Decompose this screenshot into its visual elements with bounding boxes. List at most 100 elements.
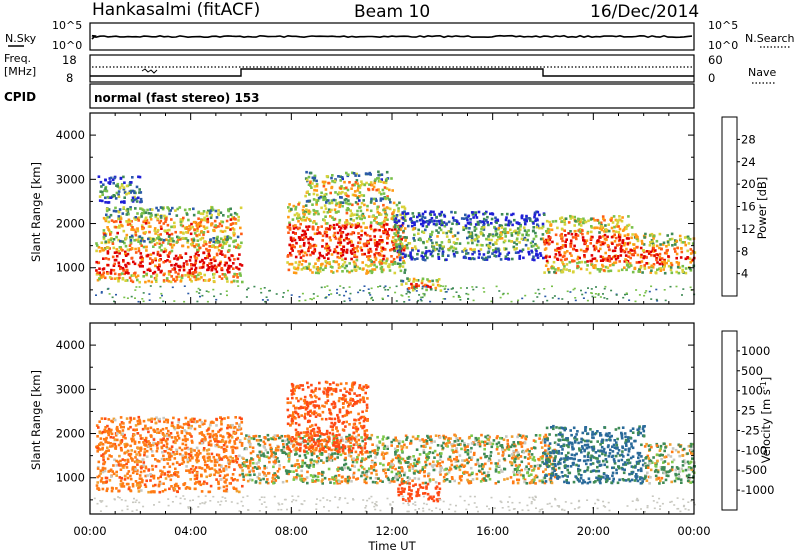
data-cell bbox=[225, 261, 228, 265]
data-cell bbox=[134, 207, 137, 210]
ground-scatter-cell bbox=[602, 293, 604, 295]
data-cell bbox=[221, 230, 225, 233]
ground-scatter-cell bbox=[328, 294, 330, 296]
data-cell bbox=[670, 237, 674, 241]
data-cell bbox=[102, 458, 105, 462]
data-cell bbox=[120, 439, 124, 442]
data-cell bbox=[497, 249, 500, 253]
data-cell bbox=[383, 219, 386, 223]
ground-scatter-cell bbox=[384, 285, 387, 287]
data-cell bbox=[153, 238, 157, 242]
ground-scatter-cell bbox=[459, 296, 462, 298]
data-cell bbox=[475, 216, 479, 219]
data-cell bbox=[175, 461, 179, 464]
data-cell bbox=[208, 212, 212, 215]
data-cell bbox=[111, 178, 115, 182]
ground-scatter-cell bbox=[451, 287, 454, 290]
data-cell bbox=[245, 434, 248, 437]
data-cell bbox=[482, 226, 486, 229]
data-cell bbox=[346, 207, 350, 210]
data-cell bbox=[165, 277, 169, 280]
data-cell bbox=[292, 204, 296, 208]
data-cell bbox=[233, 258, 236, 261]
data-cell bbox=[212, 455, 216, 459]
data-cell bbox=[538, 465, 541, 469]
data-cell bbox=[399, 243, 402, 246]
data-cell bbox=[160, 473, 163, 476]
data-cell bbox=[236, 235, 240, 239]
data-cell bbox=[483, 212, 487, 215]
data-cell bbox=[288, 223, 292, 227]
data-cell bbox=[210, 213, 213, 217]
data-cell bbox=[215, 237, 219, 240]
data-cell bbox=[184, 453, 188, 456]
data-cell bbox=[151, 454, 154, 457]
data-cell bbox=[102, 455, 105, 459]
data-cell bbox=[234, 459, 237, 462]
data-cell bbox=[234, 487, 238, 491]
data-cell bbox=[392, 211, 395, 214]
data-cell bbox=[230, 436, 234, 439]
data-cell bbox=[119, 463, 123, 466]
data-cell bbox=[353, 190, 357, 193]
data-cell bbox=[288, 262, 291, 266]
data-cell bbox=[224, 242, 228, 245]
data-cell bbox=[378, 191, 381, 194]
ground-scatter-cell bbox=[100, 291, 103, 293]
data-cell bbox=[330, 176, 333, 180]
data-cell bbox=[438, 244, 441, 247]
station-title: Hankasalmi (fitACF) bbox=[92, 0, 260, 20]
data-cell bbox=[590, 254, 594, 257]
data-cell bbox=[536, 223, 539, 226]
data-cell bbox=[350, 257, 353, 261]
data-cell bbox=[201, 212, 205, 216]
data-cell bbox=[376, 177, 379, 180]
data-cell bbox=[122, 425, 125, 429]
ground-scatter-cell bbox=[459, 287, 462, 289]
data-cell bbox=[159, 216, 163, 219]
data-cell bbox=[188, 270, 192, 274]
data-cell bbox=[338, 243, 342, 247]
data-cell bbox=[149, 215, 152, 219]
data-cell bbox=[677, 261, 681, 265]
ground-scatter-cell bbox=[444, 285, 447, 287]
data-cell bbox=[177, 236, 181, 239]
data-cell bbox=[561, 261, 564, 264]
data-cell bbox=[375, 221, 378, 224]
data-cell bbox=[148, 267, 151, 271]
ground-scatter-cell bbox=[635, 289, 638, 291]
data-cell bbox=[456, 231, 460, 235]
data-cell bbox=[477, 256, 481, 259]
data-cell bbox=[184, 487, 188, 490]
data-cell bbox=[531, 240, 534, 244]
data-cell bbox=[323, 256, 326, 260]
data-cell bbox=[355, 247, 359, 250]
data-cell bbox=[359, 209, 363, 213]
data-cell bbox=[307, 209, 311, 212]
data-cell bbox=[603, 257, 607, 261]
data-cell bbox=[222, 489, 226, 493]
data-cell bbox=[504, 257, 507, 260]
data-cell bbox=[471, 257, 475, 260]
data-cell bbox=[140, 258, 144, 262]
data-cell bbox=[441, 221, 444, 225]
data-cell bbox=[142, 441, 145, 444]
data-cell bbox=[172, 278, 175, 281]
data-cell bbox=[533, 213, 537, 216]
data-cell bbox=[611, 242, 614, 245]
data-cell bbox=[208, 490, 212, 494]
data-cell bbox=[316, 228, 319, 232]
ground-scatter-cell bbox=[521, 297, 524, 300]
data-cell bbox=[464, 256, 467, 260]
ground-scatter-cell bbox=[113, 300, 115, 303]
data-cell bbox=[655, 258, 658, 262]
data-cell bbox=[420, 222, 423, 226]
data-cell bbox=[356, 477, 360, 480]
ground-scatter-cell bbox=[134, 289, 137, 291]
data-cell bbox=[218, 222, 222, 225]
data-cell bbox=[158, 490, 162, 494]
data-cell bbox=[353, 183, 356, 187]
data-cell bbox=[470, 248, 474, 252]
ground-scatter-cell bbox=[574, 297, 577, 299]
data-cell bbox=[157, 431, 161, 434]
